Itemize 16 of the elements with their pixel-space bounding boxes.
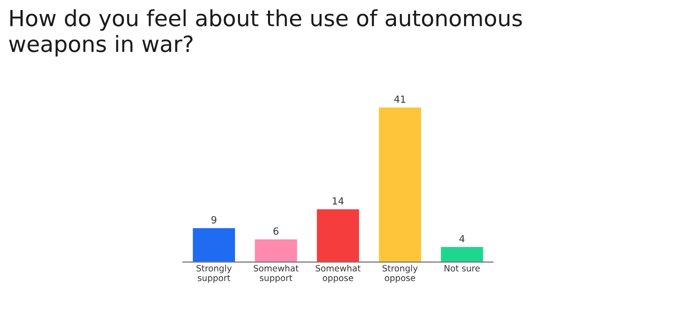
bar (378, 108, 422, 262)
bar (192, 228, 236, 262)
x-tick-label: Somewhat support (254, 264, 299, 283)
bar (254, 239, 298, 262)
data-label: 41 (394, 96, 406, 103)
x-tick-label: Strongly oppose (382, 264, 418, 283)
bar (440, 246, 484, 262)
data-label: 14 (332, 197, 344, 204)
data-label: 9 (211, 216, 216, 224)
chart-title: How do you feel about the use of autonomous weapons in war? (9, 9, 522, 57)
x-tick-label: Not sure (444, 265, 480, 272)
bar (316, 209, 360, 262)
data-label: 4 (459, 235, 465, 242)
x-tick-label: Somewhat oppose (316, 264, 361, 283)
x-tick-label: Strongly support (196, 264, 232, 283)
data-label: 6 (274, 227, 278, 235)
